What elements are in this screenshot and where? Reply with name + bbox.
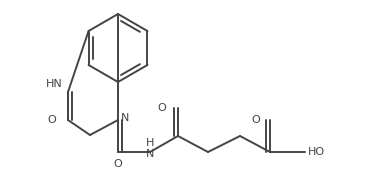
Text: N: N <box>146 149 154 159</box>
Text: H: H <box>146 138 154 148</box>
Text: O: O <box>48 115 57 125</box>
Text: O: O <box>251 115 260 125</box>
Text: O: O <box>158 103 166 113</box>
Text: HN: HN <box>46 79 63 89</box>
Text: O: O <box>113 159 122 169</box>
Text: HO: HO <box>308 147 325 157</box>
Text: N: N <box>121 113 129 123</box>
